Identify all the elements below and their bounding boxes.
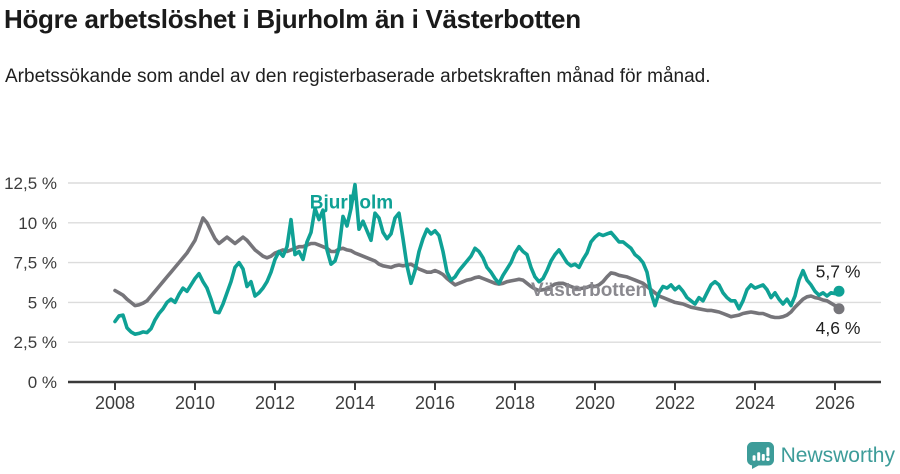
y-axis-tick-label: 10 % [18, 214, 57, 233]
y-axis-tick-label: 7,5 % [14, 254, 57, 273]
vasterbotten-line [113, 216, 841, 320]
x-axis-tick-label: 2020 [575, 393, 615, 413]
newsworthy-brand-name: Newsworthy [780, 443, 895, 467]
x-axis-tick-label: 2026 [815, 393, 855, 413]
vasterbotten-end-dot [833, 303, 845, 315]
y-axis-tick-label: 2,5 % [14, 333, 57, 352]
newsworthy-logo: Newsworthy [746, 442, 895, 469]
x-axis-tick-label: 2012 [255, 393, 295, 413]
x-axis-tick-label: 2010 [175, 393, 215, 413]
x-axis-tick-label: 2008 [95, 393, 135, 413]
vasterbotten-series-label: Västerbotten [531, 280, 647, 301]
x-axis-tick-label: 2024 [735, 393, 775, 413]
x-axis-tick-label: 2016 [415, 393, 455, 413]
x-axis-tick-label: 2018 [495, 393, 535, 413]
y-axis-tick-label: 5 % [28, 293, 57, 312]
y-axis-tick-label: 0 % [28, 373, 57, 392]
x-axis-tick-label: 2022 [655, 393, 695, 413]
y-axis-tick-label: 12,5 % [4, 174, 57, 193]
vasterbotten-end-value-label: 4,6 % [816, 318, 861, 338]
bjurholm-end-value-label: 5,7 % [816, 261, 861, 281]
bjurholm-line [113, 182, 841, 336]
chart-subtitle: Arbetssökande som andel av den registerb… [5, 66, 711, 87]
page-title: Högre arbetslöshet i Bjurholm än i Väste… [4, 4, 581, 34]
newsworthy-speech-bubble-icon [746, 442, 774, 469]
bjurholm-series-label: Bjurholm [310, 192, 393, 213]
bjurholm-end-dot [833, 285, 845, 297]
x-axis-tick-label: 2014 [335, 393, 375, 413]
